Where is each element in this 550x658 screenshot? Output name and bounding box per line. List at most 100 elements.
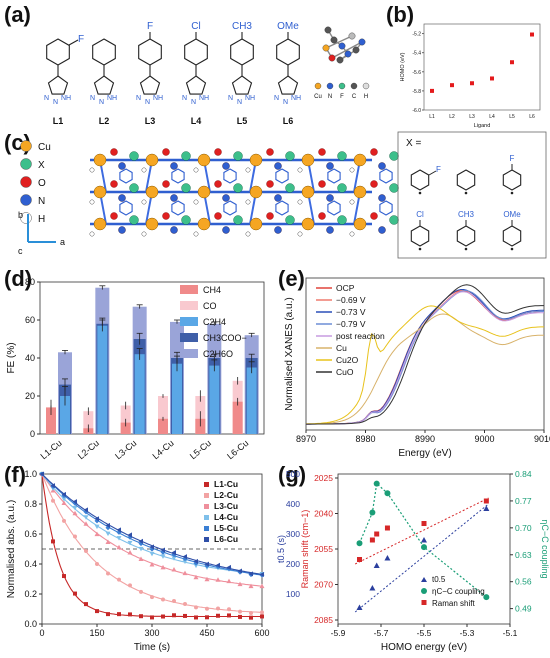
- y-tick-label: 0.8: [24, 499, 37, 509]
- legend-marker-raman: [421, 600, 427, 605]
- data-point-eta: [384, 490, 391, 497]
- x-group-4: CH3: [456, 210, 476, 251]
- data-point: [72, 510, 78, 516]
- data-point-t05: [373, 562, 380, 568]
- x-tick-label: -5.9: [331, 628, 346, 638]
- x-tick-label: L5: [509, 114, 515, 120]
- panel-e-label: (e): [278, 266, 305, 291]
- n-atom-label: N: [228, 95, 233, 102]
- data-point: [204, 561, 209, 567]
- data-point-raman: [357, 557, 362, 562]
- x-tick-label: 450: [199, 628, 214, 638]
- data-point-eta: [373, 480, 380, 487]
- data-point: [128, 583, 132, 588]
- data-point: [260, 614, 264, 619]
- y1-tick-label: 100: [286, 589, 300, 599]
- x-tick-label: L6: [529, 114, 535, 120]
- y-tick-label: 0.6: [24, 529, 37, 539]
- legend-swatch: [180, 349, 198, 358]
- substituent-label: CH3: [232, 21, 252, 32]
- data-point: [249, 615, 253, 620]
- n-atom: [326, 226, 334, 234]
- fit-line-t05: [354, 503, 489, 613]
- legend-label: C2H4: [203, 317, 226, 327]
- h-atom: [89, 231, 95, 237]
- y-tick-label: -5.6: [412, 70, 421, 76]
- data-point: [149, 544, 154, 550]
- h-atom: [245, 167, 251, 173]
- y3-tick-label: 0.63: [515, 550, 532, 560]
- linker-ring: [223, 168, 237, 184]
- triazole-ring-L1: [47, 75, 69, 95]
- data-point: [73, 534, 77, 539]
- ligand-id-label: L1: [53, 116, 64, 126]
- substituent-label: F: [78, 34, 84, 45]
- y3-tick-label: 0.84: [515, 469, 532, 479]
- triazole-ring-L2: [93, 75, 115, 95]
- x-group-ring: [502, 225, 522, 247]
- y-tick-label: 40: [25, 353, 35, 363]
- data-point: [182, 559, 188, 565]
- data-point: [61, 500, 67, 506]
- data-point-eta: [421, 544, 427, 551]
- data-point: [259, 583, 265, 589]
- legend-label: CO: [203, 301, 217, 311]
- x-axis-title: Energy (eV): [398, 448, 451, 459]
- n-atom-label: N: [237, 99, 242, 106]
- x-tick-label: -5.5: [417, 628, 432, 638]
- data-point: [470, 81, 474, 86]
- y2-tick-label: 2025: [314, 473, 333, 483]
- data-point: [83, 509, 89, 515]
- attachment-point: [464, 191, 468, 195]
- n-atom: [274, 226, 282, 234]
- legend-label: −0.69 V: [336, 295, 366, 305]
- data-point: [139, 589, 143, 594]
- panel-d-fe-chart: 0 20 40 60 80 FE (%) L1-Cu L2-Cu L3-Cu L4-Cu L5-Cu…: [6, 277, 265, 461]
- y-axis-title: Normalised abs. (a.u.): [6, 500, 17, 598]
- legend-marker: [204, 482, 209, 487]
- legend-label: H: [38, 214, 45, 225]
- y1-tick-label: 400: [286, 499, 300, 509]
- benzene-ring-L1: [46, 38, 70, 66]
- x-tick-label: L3-Cu: [113, 438, 138, 461]
- data-point: [61, 491, 66, 497]
- data-point: [160, 554, 166, 559]
- x-box-title: X =: [406, 138, 421, 149]
- data-point: [216, 606, 220, 611]
- linker-ring: [379, 200, 393, 216]
- legend-label: Raman shift: [432, 599, 475, 608]
- x-tick-label: L2: [449, 114, 455, 120]
- x-tick-label: L2-Cu: [76, 438, 101, 461]
- x-group-sub: CH3: [458, 210, 475, 219]
- data-point: [182, 556, 188, 562]
- data-point: [149, 551, 155, 557]
- legend-marker: [204, 493, 209, 498]
- x-group-ring: [456, 225, 476, 247]
- data-point: [116, 544, 122, 550]
- legend-label: t0.5: [432, 575, 446, 584]
- panel-b-homo-chart: -5.2 -5.4 -5.6 -5.8 -6.0 L1 L2 L3 L4 L5 L6 Ligand HO…: [400, 23, 541, 129]
- n-atom-label: N: [145, 99, 150, 106]
- data-point: [260, 610, 264, 615]
- n-atom: [118, 226, 126, 234]
- attachment-point: [510, 191, 514, 195]
- n-atom: [118, 162, 126, 170]
- n-atom-label: N: [274, 95, 279, 102]
- bar-C2H4: [246, 367, 257, 434]
- cu-atom: [353, 217, 367, 231]
- o-atom: [266, 212, 274, 220]
- ligand-id-label: L5: [237, 116, 248, 126]
- legend-label: post reaction: [336, 331, 385, 341]
- data-point: [83, 515, 89, 520]
- panel-f-label: (f): [4, 462, 26, 487]
- ligand-id-label: L6: [283, 116, 294, 126]
- atom-sphere: [336, 56, 344, 64]
- data-point: [105, 531, 111, 537]
- x-atom: [337, 215, 347, 225]
- atom-legend-label: F: [340, 94, 344, 100]
- legend-label: C2H6O: [203, 349, 233, 359]
- nh-label: NH: [61, 95, 71, 102]
- x-tick-label: L1: [429, 114, 435, 120]
